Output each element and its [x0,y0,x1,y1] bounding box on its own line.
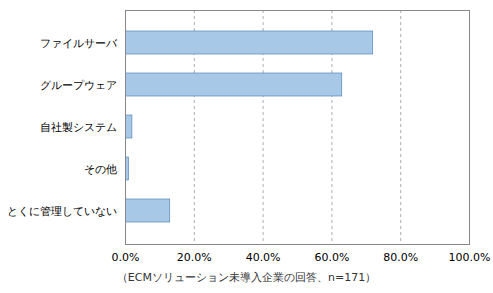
svg-text:ファイルサーバ: ファイルサーバ [40,37,118,50]
svg-text:100.0%: 100.0% [449,251,491,264]
svg-text:80.0%: 80.0% [383,251,418,264]
svg-text:とくに管理していない: とくに管理していない [7,205,117,218]
svg-text:グループウェア: グループウェア [40,79,117,92]
svg-text:その他: その他 [84,163,117,176]
svg-text:20.0%: 20.0% [177,251,212,264]
svg-text:60.0%: 60.0% [314,251,349,264]
svg-text:自社製システム: 自社製システム [40,121,117,134]
svg-text:40.0%: 40.0% [246,251,281,264]
html-text:（ECMソリューション未導入企業の回答、n=171）: （ECMソリューション未導入企業の回答、n=171） [116,271,377,284]
svg-text:0.0%: 0.0% [112,251,140,264]
